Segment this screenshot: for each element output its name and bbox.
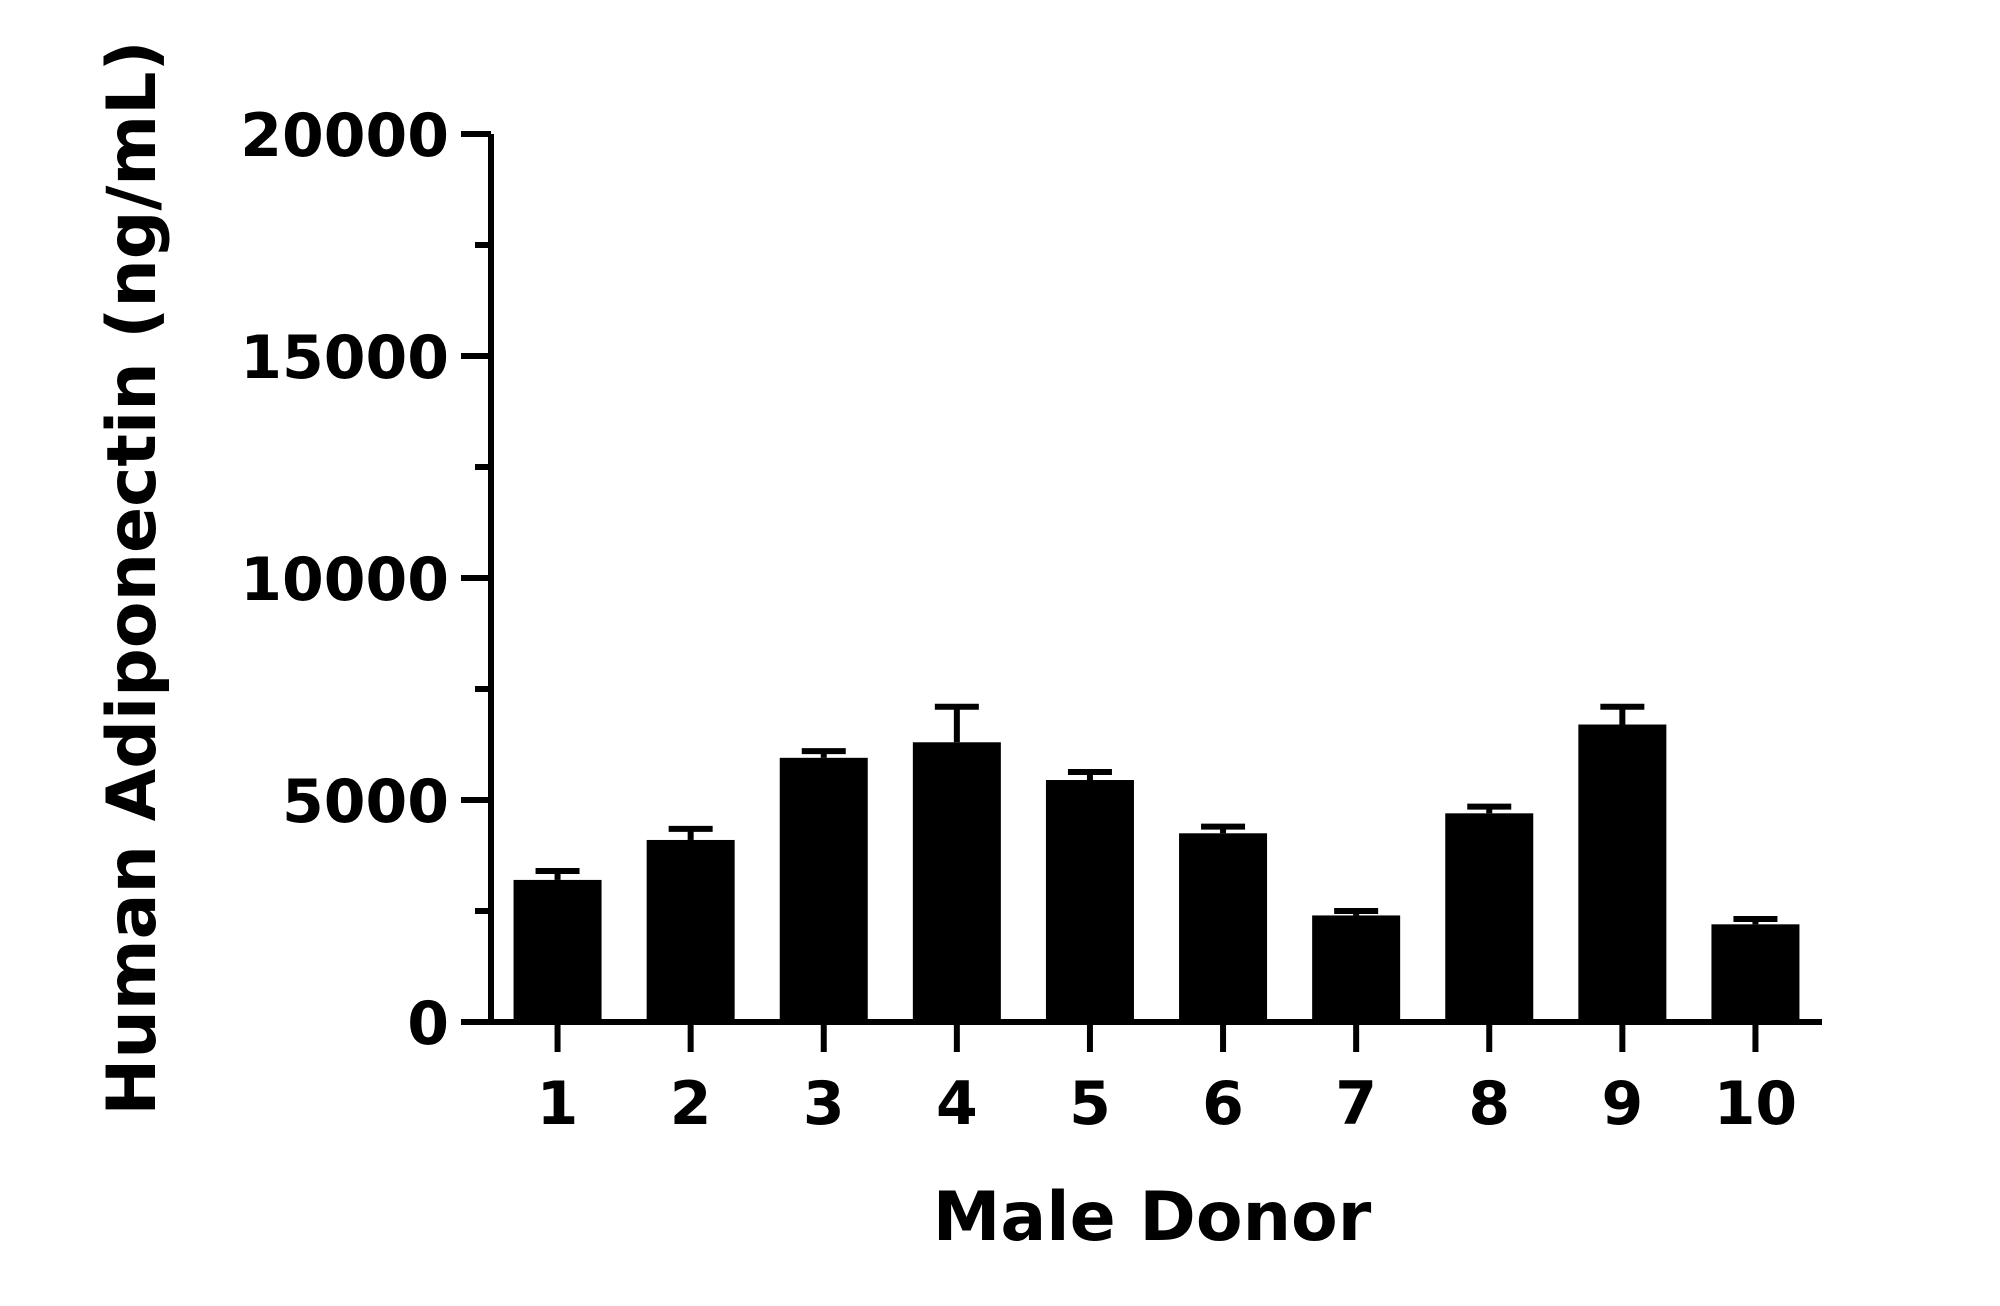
x-tick-label-3: 3	[803, 1069, 845, 1139]
bar-4	[912, 742, 1001, 1022]
x-tick-label-2: 2	[670, 1069, 712, 1139]
x-ticks-layer: 1 2 3 4 5 6 7 8 9 10	[537, 1022, 1798, 1139]
bar-8	[1445, 813, 1534, 1022]
x-tick-label-8: 8	[1468, 1069, 1510, 1139]
y-tick-label-10000: 10000	[240, 545, 449, 615]
y-tick-label-0: 0	[407, 989, 449, 1059]
x-tick-label-7: 7	[1335, 1069, 1377, 1139]
bar-5	[1045, 780, 1134, 1022]
y-axis-title: Human Adiponectin (ng/mL)	[93, 40, 172, 1115]
bar-7	[1312, 915, 1401, 1022]
x-tick-label-1: 1	[537, 1069, 579, 1139]
x-axis-title: Male Donor	[933, 1178, 1372, 1257]
y-tick-label-20000: 20000	[240, 101, 449, 171]
x-tick-label-5: 5	[1069, 1069, 1111, 1139]
x-tick-label-10: 10	[1714, 1069, 1798, 1139]
x-tick-label-4: 4	[936, 1069, 978, 1139]
bar-3	[779, 757, 868, 1022]
bar-1	[513, 879, 602, 1022]
bar-9	[1578, 724, 1667, 1022]
y-tick-label-5000: 5000	[282, 767, 449, 837]
x-tick-label-6: 6	[1202, 1069, 1244, 1139]
y-tick-label-15000: 15000	[240, 323, 449, 393]
bar-10	[1711, 924, 1800, 1022]
bar-2	[646, 839, 735, 1022]
y-ticks-layer: 0 5000 10000 15000 20000	[240, 101, 491, 1059]
x-tick-label-9: 9	[1601, 1069, 1643, 1139]
bar-6	[1179, 833, 1268, 1022]
bars-layer	[513, 703, 1800, 1022]
